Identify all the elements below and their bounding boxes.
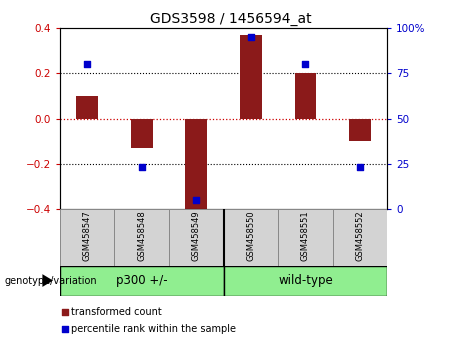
Point [193,197,200,202]
Point [61,309,68,314]
Point [61,326,68,332]
Text: GSM458547: GSM458547 [83,211,92,261]
Text: percentile rank within the sample: percentile rank within the sample [71,324,236,334]
Text: GSM458550: GSM458550 [246,211,255,261]
Bar [333,209,387,266]
Point [83,62,91,67]
Bar [169,209,224,266]
Bar [224,209,278,266]
Bar [240,35,262,119]
Text: wild-type: wild-type [278,274,333,287]
Text: genotype/variation: genotype/variation [5,275,97,286]
Bar [60,209,114,266]
Text: transformed count: transformed count [71,307,162,316]
Point [356,165,364,170]
Bar [76,96,98,119]
Point [138,165,145,170]
Text: GSM458552: GSM458552 [355,211,365,261]
Text: GSM458551: GSM458551 [301,211,310,261]
Bar [60,266,224,296]
Text: GSM458548: GSM458548 [137,211,146,261]
Bar [295,74,316,119]
Bar [131,119,153,148]
Bar [224,266,387,296]
Text: GDS3598 / 1456594_at: GDS3598 / 1456594_at [150,12,311,27]
Bar [185,119,207,213]
Text: GSM458549: GSM458549 [192,211,201,261]
Bar [349,119,371,141]
Bar [114,209,169,266]
Point [301,62,309,67]
Text: p300 +/-: p300 +/- [116,274,167,287]
Point [247,35,254,40]
Bar [278,209,333,266]
